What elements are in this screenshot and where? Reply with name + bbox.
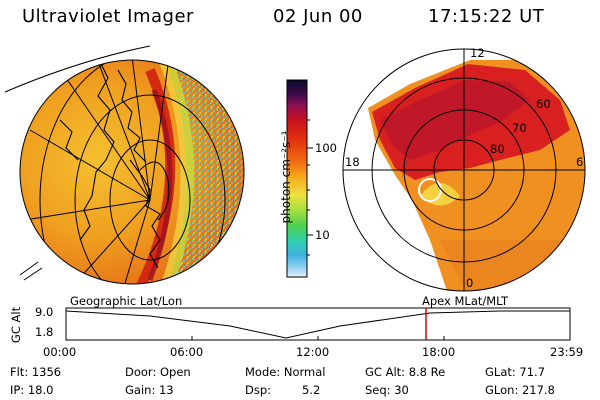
altitude-xtick-1800: 18:00: [422, 345, 456, 359]
door-status: Door: Open: [125, 365, 191, 379]
altitude-plot: [65, 307, 571, 341]
mlt-label-18: 18: [345, 155, 360, 169]
geographic-earth-image: [4, 45, 245, 285]
altitude-ylabel: GC Alt: [9, 306, 23, 344]
altitude-xtick-2359: 23:59: [550, 345, 584, 359]
altitude-ytick-high: 9.0: [35, 305, 54, 319]
altitude-xtick-0000: 00:00: [43, 345, 77, 359]
colorbar-tick-100: 100: [315, 141, 337, 155]
mlat-label-60: 60: [536, 97, 551, 111]
mlat-mlt-polar-image: [342, 48, 586, 292]
gain-value: Gain: 13: [125, 383, 174, 397]
mlat-label-80: 80: [490, 142, 505, 156]
dsp-label: Dsp:: [245, 383, 272, 397]
intensity-colorbar: [286, 79, 313, 278]
apex-panel-label: Apex MLat/MLT: [422, 294, 509, 308]
altitude-xtick-1200: 12:00: [296, 345, 330, 359]
image-date: 02 Jun 00: [273, 6, 363, 27]
mode-value: Mode: Normal: [245, 365, 326, 379]
image-time: 17:15:22 UT: [428, 6, 545, 27]
flight-number: Flt: 1356: [10, 365, 62, 379]
geographic-panel-label: Geographic Lat/Lon: [70, 294, 183, 308]
dsp-value: 5.2: [302, 383, 321, 397]
colorbar-unit-label: photon cm⁻²s⁻¹: [279, 130, 293, 224]
sequence-number: Seq: 30: [365, 383, 409, 397]
mlat-label-70: 70: [512, 121, 527, 135]
imager-title: Ultraviolet Imager: [22, 6, 194, 27]
mlt-label-6: 6: [576, 155, 584, 169]
gc-altitude: GC Alt: 8.8 Re: [365, 365, 446, 379]
mlt-label-0: 0: [466, 276, 474, 290]
altitude-xtick-0600: 06:00: [170, 345, 204, 359]
colorbar-tick-10: 10: [315, 228, 330, 242]
ip-value: IP: 18.0: [10, 383, 54, 397]
altitude-ytick-low: 1.8: [35, 325, 54, 339]
geographic-longitude: GLon: 217.8: [485, 383, 555, 397]
geographic-latitude: GLat: 71.7: [485, 365, 546, 379]
mlt-label-12: 12: [470, 46, 485, 60]
altitude-curve: [65, 310, 570, 339]
